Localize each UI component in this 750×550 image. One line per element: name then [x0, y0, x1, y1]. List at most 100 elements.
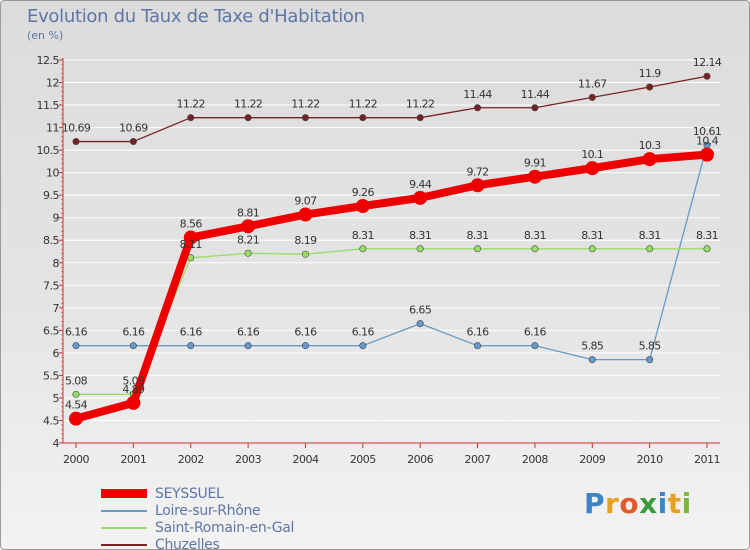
data-point — [301, 250, 309, 258]
data-point — [646, 356, 654, 364]
data-point — [72, 390, 80, 398]
data-point — [646, 245, 654, 253]
chart-legend: SEYSSUEL Loire-sur-Rhône Saint-Romain-en-G… — [101, 485, 295, 550]
data-label: 6.16 — [524, 326, 547, 339]
data-point — [298, 207, 313, 222]
series-line — [75, 144, 708, 361]
data-label: 6.16 — [122, 326, 145, 339]
y-tick-label: 6 — [53, 347, 60, 360]
logo-letter: x — [639, 487, 658, 520]
legend-swatch — [101, 489, 147, 498]
data-label: 5.85 — [639, 340, 662, 353]
data-label: 8.31 — [581, 229, 603, 242]
data-point — [244, 249, 252, 257]
data-label: 5.08 — [65, 374, 88, 387]
data-label: 10.4 — [696, 135, 719, 148]
data-point — [359, 114, 367, 122]
x-tick-label: 2005 — [350, 453, 376, 466]
logo-letter: i — [681, 487, 692, 520]
x-tick-label: 2000 — [63, 453, 89, 466]
data-label: 8.31 — [639, 229, 661, 242]
legend-item: Chuzelles — [101, 536, 294, 550]
legend-swatch — [101, 543, 147, 546]
data-point — [474, 342, 482, 350]
data-label: 9.07 — [294, 195, 317, 208]
data-point — [474, 245, 482, 253]
data-label: 4.54 — [65, 399, 88, 412]
y-tick-label: 9.5 — [43, 189, 59, 202]
x-tick-label: 2008 — [522, 453, 548, 466]
data-point — [355, 198, 370, 213]
y-tick-label: 7.5 — [43, 279, 59, 292]
data-label: 11.22 — [349, 98, 378, 111]
data-label: 6.16 — [352, 326, 375, 339]
data-point — [72, 138, 80, 146]
data-label: 9.72 — [466, 165, 488, 178]
data-point — [588, 356, 596, 364]
data-point — [241, 219, 256, 234]
data-point — [700, 147, 714, 162]
series-line — [72, 150, 711, 423]
x-tick-label: 2004 — [292, 453, 318, 466]
y-tick-label: 4 — [53, 437, 60, 450]
data-point — [416, 245, 424, 253]
legend-item: Loire-sur-Rhône — [101, 502, 294, 519]
data-point — [585, 161, 600, 176]
data-point — [301, 342, 309, 350]
y-tick-label: 8 — [53, 257, 60, 270]
data-label: 9.26 — [352, 186, 375, 199]
x-tick-label: 2011 — [694, 453, 720, 466]
data-point — [187, 342, 195, 350]
data-label: 6.16 — [180, 326, 203, 339]
y-tick-label: 11 — [46, 122, 59, 135]
data-label: 11.22 — [406, 98, 435, 111]
data-label: 6.16 — [65, 326, 88, 339]
x-tick-label: 2006 — [407, 453, 433, 466]
legend-label: Loire-sur-Rhône — [155, 502, 261, 519]
series-line — [75, 75, 708, 143]
data-label: 10.1 — [581, 148, 603, 161]
data-point — [531, 245, 539, 253]
data-point — [244, 342, 252, 350]
y-tick-label: 6.5 — [43, 324, 59, 337]
logo-letter: P — [584, 487, 606, 520]
data-label: 10.3 — [639, 139, 662, 152]
logo-letter: t — [667, 487, 682, 520]
data-label: 5.85 — [581, 340, 604, 353]
data-point — [527, 169, 542, 184]
data-label: 11.44 — [463, 88, 492, 101]
legend-label: SEYSSUEL — [155, 485, 224, 502]
data-label: 8.31 — [524, 229, 546, 242]
data-point — [531, 342, 539, 350]
data-point — [359, 342, 367, 350]
data-point — [588, 245, 596, 253]
data-label: 11.67 — [578, 77, 607, 90]
chart-subtitle: (en %) — [27, 29, 64, 42]
legend-swatch — [101, 509, 147, 512]
y-tick-label: 11.5 — [37, 99, 60, 112]
data-point — [129, 138, 137, 146]
data-point — [531, 104, 539, 112]
data-label: 11.22 — [291, 98, 320, 111]
data-point — [69, 411, 83, 426]
data-point — [187, 114, 195, 122]
y-tick-label: 9 — [53, 212, 60, 225]
data-label: 8.81 — [237, 206, 259, 219]
data-point — [413, 190, 428, 205]
legend-swatch — [101, 526, 147, 529]
data-label: 8.31 — [352, 229, 374, 242]
data-label: 8.21 — [237, 233, 259, 246]
y-tick-label: 10.5 — [37, 144, 60, 157]
data-label: 8.19 — [294, 234, 317, 247]
y-tick-label: 12 — [46, 77, 59, 90]
data-label: 11.44 — [521, 88, 550, 101]
series-line — [75, 248, 708, 395]
data-label: 12.14 — [693, 56, 722, 69]
data-point — [703, 245, 711, 253]
data-point — [646, 83, 654, 91]
y-tick-label: 4.5 — [43, 414, 59, 427]
legend-label: Chuzelles — [155, 536, 220, 550]
data-label: 10.69 — [62, 122, 91, 135]
legend-label: Saint-Romain-en-Gal — [155, 519, 295, 536]
legend-item: SEYSSUEL — [101, 485, 294, 502]
